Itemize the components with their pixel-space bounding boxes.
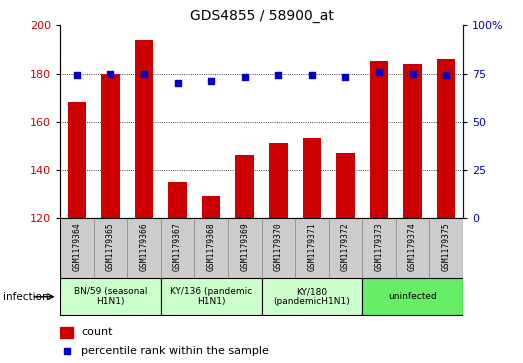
Text: GSM1179368: GSM1179368 [207,222,215,271]
Bar [328,218,362,278]
Point [140,70,148,76]
Bar [202,196,220,218]
Text: GSM1179373: GSM1179373 [374,222,383,271]
Point [274,73,282,78]
Bar [429,218,463,278]
Text: GSM1179374: GSM1179374 [408,222,417,271]
Point [308,73,316,78]
Point [375,69,383,74]
Text: GSM1179369: GSM1179369 [240,222,249,271]
Text: count: count [81,327,112,337]
Text: percentile rank within the sample: percentile rank within the sample [81,346,269,356]
Text: GSM1179372: GSM1179372 [341,222,350,271]
Text: uninfected: uninfected [388,292,437,301]
Bar [295,218,328,278]
Bar [94,218,127,278]
Text: GSM1179364: GSM1179364 [72,222,82,271]
Point [442,73,450,78]
Bar [101,73,120,218]
Point [341,74,349,80]
Point [174,80,182,86]
Text: GSM1179375: GSM1179375 [441,222,451,271]
Bar [362,218,396,278]
Text: infection: infection [3,292,48,302]
Bar [168,182,187,218]
Bar [161,218,195,278]
Text: GSM1179366: GSM1179366 [140,222,149,271]
Bar [262,278,362,315]
Bar [269,143,288,218]
Bar [362,278,463,315]
Bar [161,278,262,315]
Point [207,78,215,84]
Point [62,348,71,354]
Text: GDS4855 / 58900_at: GDS4855 / 58900_at [189,9,334,23]
Point [73,73,81,78]
Bar [303,138,321,218]
Bar [60,327,73,338]
Bar [396,218,429,278]
Bar [60,278,161,315]
Bar [370,61,388,218]
Text: KY/136 (pandemic
H1N1): KY/136 (pandemic H1N1) [170,287,252,306]
Text: GSM1179371: GSM1179371 [308,222,316,271]
Bar [336,153,355,218]
Bar [135,40,153,218]
Text: KY/180
(pandemicH1N1): KY/180 (pandemicH1N1) [274,287,350,306]
Bar [437,59,456,218]
Bar [67,102,86,218]
Bar [60,218,94,278]
Text: BN/59 (seasonal
H1N1): BN/59 (seasonal H1N1) [74,287,147,306]
Bar [228,218,262,278]
Text: GSM1179367: GSM1179367 [173,222,182,271]
Text: GSM1179365: GSM1179365 [106,222,115,271]
Text: GSM1179370: GSM1179370 [274,222,283,271]
Bar [127,218,161,278]
Point [106,70,115,76]
Bar [262,218,295,278]
Bar [235,155,254,218]
Bar [403,64,422,218]
Bar [195,218,228,278]
Point [241,74,249,80]
Point [408,70,417,76]
